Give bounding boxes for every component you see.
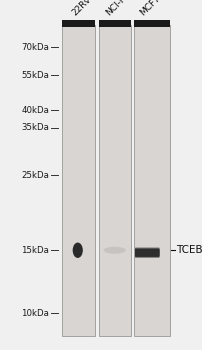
Bar	[62, 20, 95, 27]
Text: 35kDa: 35kDa	[21, 123, 49, 132]
Text: NCI-H460: NCI-H460	[104, 0, 140, 18]
Text: 10kDa: 10kDa	[21, 309, 49, 318]
Text: 25kDa: 25kDa	[21, 170, 49, 180]
Text: 15kDa: 15kDa	[21, 246, 49, 255]
Bar	[99, 20, 130, 27]
Ellipse shape	[72, 243, 82, 258]
FancyBboxPatch shape	[134, 248, 159, 257]
Text: TCEB2: TCEB2	[175, 245, 202, 255]
FancyBboxPatch shape	[134, 250, 159, 258]
Bar	[133, 20, 169, 27]
Text: MCF7: MCF7	[138, 0, 161, 18]
Ellipse shape	[103, 247, 125, 254]
Bar	[99, 25, 130, 336]
Bar	[62, 25, 95, 336]
Text: 22Rv1: 22Rv1	[70, 0, 97, 18]
Text: 55kDa: 55kDa	[21, 71, 49, 80]
Bar	[133, 25, 169, 336]
Text: 40kDa: 40kDa	[21, 106, 49, 115]
FancyBboxPatch shape	[134, 247, 159, 256]
Text: 70kDa: 70kDa	[21, 43, 49, 52]
